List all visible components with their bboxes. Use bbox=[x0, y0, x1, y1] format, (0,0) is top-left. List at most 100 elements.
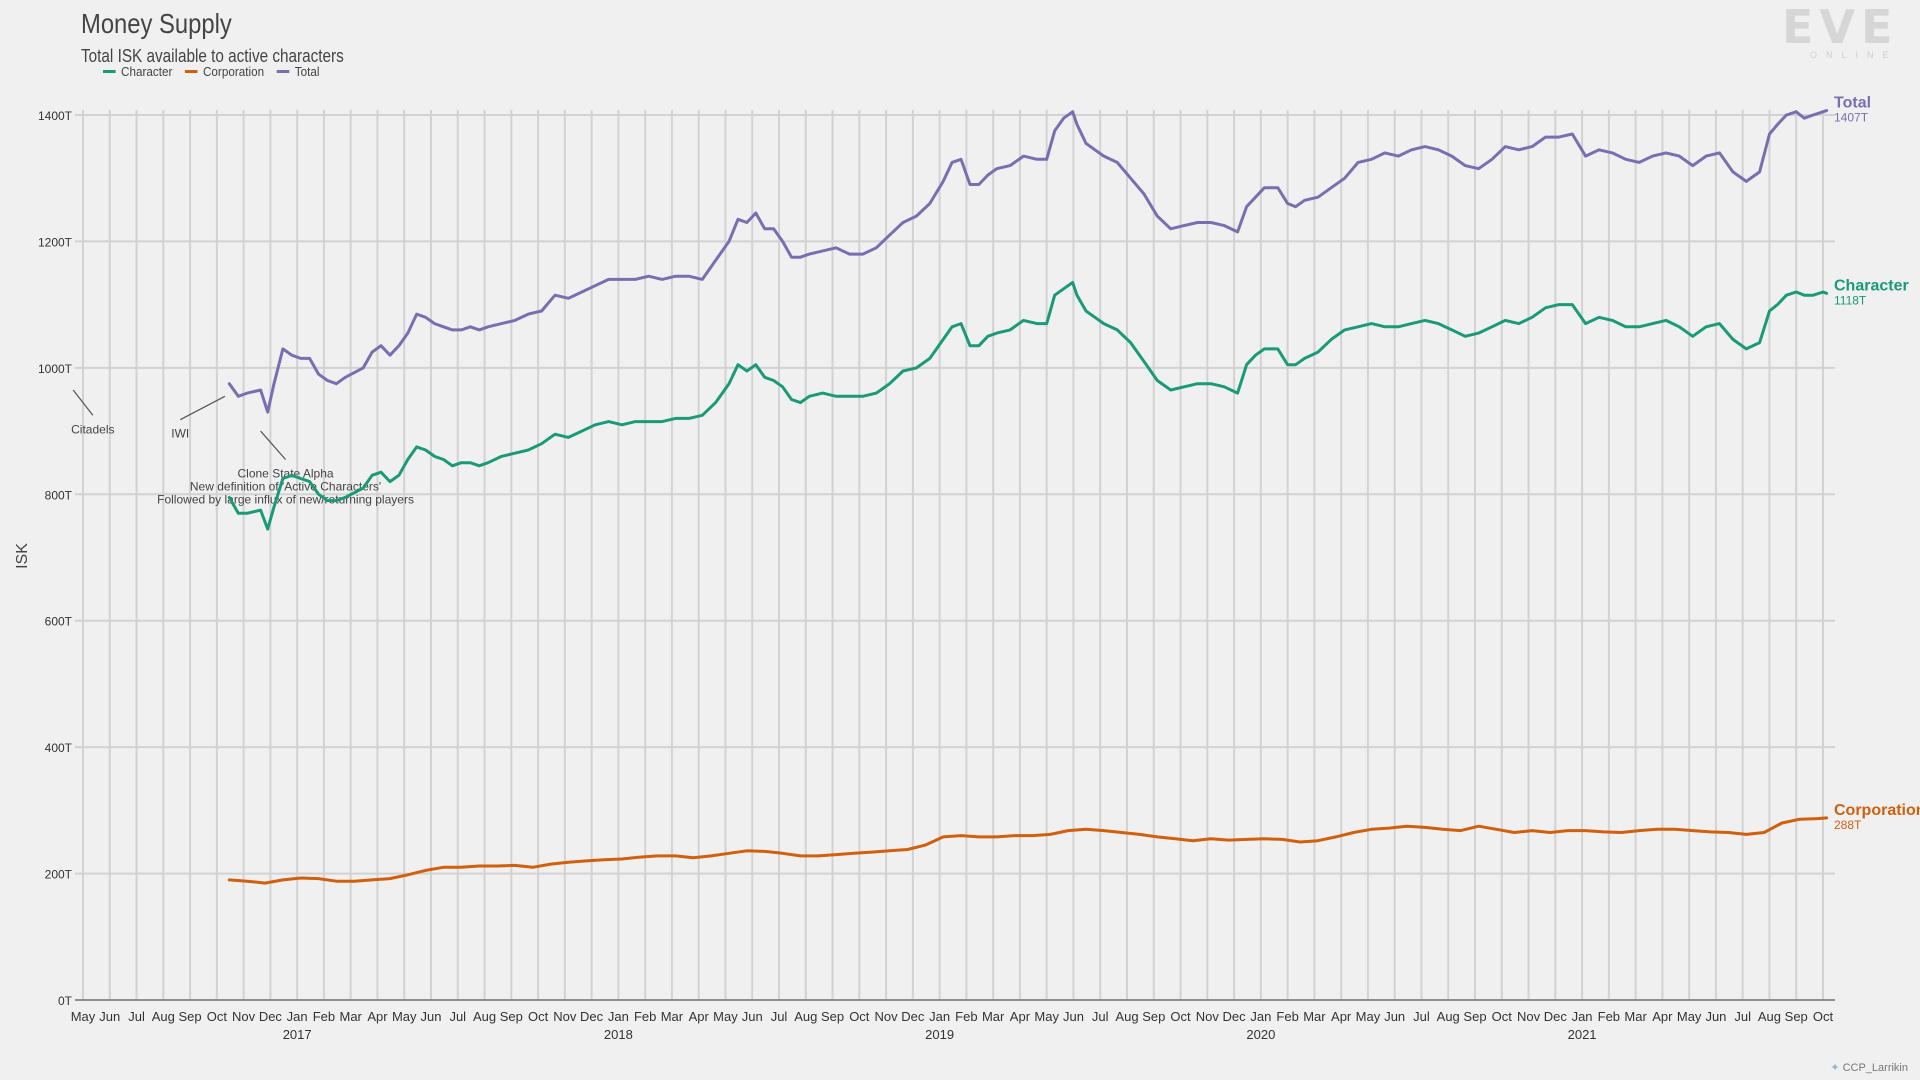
x-year-label: 2020 bbox=[1246, 1027, 1275, 1042]
x-tick-label: Aug bbox=[1437, 1009, 1460, 1024]
logo-eve-text: EVE bbox=[1782, 0, 1899, 54]
x-tick-label: Jun bbox=[421, 1009, 442, 1024]
x-tick-label: Apr bbox=[1010, 1009, 1031, 1024]
x-tick-label: Oct bbox=[1492, 1009, 1513, 1024]
x-tick-label: Jan bbox=[1572, 1009, 1593, 1024]
x-tick-label: Mar bbox=[982, 1009, 1005, 1024]
x-tick-label: May bbox=[392, 1009, 417, 1024]
series-lines bbox=[227, 109, 1829, 885]
x-tick-label: Nov bbox=[232, 1009, 256, 1024]
x-tick-label: Jul bbox=[128, 1009, 145, 1024]
chart-title: Money Supply bbox=[81, 8, 232, 39]
x-tick-label: Apr bbox=[689, 1009, 710, 1024]
x-tick-label: Apr bbox=[1652, 1009, 1673, 1024]
author-credit: ✦ CCP_Larrikin bbox=[1830, 1061, 1908, 1074]
legend-swatch-corporation bbox=[184, 70, 198, 73]
x-tick-label: Jan bbox=[929, 1009, 950, 1024]
x-tick-label: Oct bbox=[1170, 1009, 1191, 1024]
x-tick-label: Jun bbox=[99, 1009, 120, 1024]
x-tick-label: Sep bbox=[500, 1009, 523, 1024]
x-tick-label: Jun bbox=[1384, 1009, 1405, 1024]
x-tick-label: Nov bbox=[1196, 1009, 1220, 1024]
y-tick-label: 400T bbox=[45, 741, 73, 755]
end-label-value-total: 1407T bbox=[1834, 111, 1869, 125]
y-tick-label: 200T bbox=[45, 868, 73, 882]
x-tick-label: Jun bbox=[1705, 1009, 1726, 1024]
x-tick-label: Dec bbox=[1223, 1009, 1247, 1024]
x-tick-label: Sep bbox=[1785, 1009, 1808, 1024]
annotation-leader-line bbox=[179, 395, 226, 421]
legend: Character Corporation Total bbox=[103, 64, 319, 79]
x-tick-label: Mar bbox=[339, 1009, 362, 1024]
x-tick-label: Feb bbox=[634, 1009, 656, 1024]
x-tick-label: Jan bbox=[608, 1009, 629, 1024]
grid-lines bbox=[75, 110, 1835, 1001]
x-tick-label: Apr bbox=[367, 1009, 388, 1024]
annotation-leader-line bbox=[260, 430, 287, 460]
y-tick-label: 800T bbox=[45, 488, 73, 502]
x-tick-label: Jul bbox=[1413, 1009, 1430, 1024]
legend-swatch-total bbox=[276, 70, 290, 73]
end-label-name-character: Character bbox=[1834, 277, 1909, 294]
x-tick-label: Oct bbox=[849, 1009, 870, 1024]
chart-subtitle: Total ISK available to active characters bbox=[81, 46, 344, 66]
x-tick-label: Aug bbox=[152, 1009, 175, 1024]
x-tick-label: May bbox=[1677, 1009, 1702, 1024]
annotation-text: Citadels bbox=[71, 422, 114, 436]
legend-item-corporation: Corporation bbox=[184, 64, 265, 79]
end-label-name-total: Total bbox=[1834, 95, 1871, 112]
x-tick-label: May bbox=[71, 1009, 96, 1024]
series-line-corporation bbox=[227, 816, 1829, 885]
x-tick-label: Mar bbox=[1303, 1009, 1326, 1024]
x-tick-label: Aug bbox=[794, 1009, 817, 1024]
x-tick-label: Mar bbox=[1624, 1009, 1647, 1024]
end-label-value-corporation: 288T bbox=[1834, 818, 1862, 832]
annotation-leader-line bbox=[72, 389, 94, 416]
twitter-bird-icon: ✦ bbox=[1830, 1062, 1840, 1074]
legend-label-corporation: Corporation bbox=[202, 64, 265, 79]
x-year-label: 2017 bbox=[283, 1027, 312, 1042]
x-year-label: 2019 bbox=[925, 1027, 954, 1042]
legend-swatch-character bbox=[103, 70, 116, 73]
credit-handle: CCP_Larrikin bbox=[1842, 1062, 1908, 1074]
x-tick-label: Sep bbox=[1463, 1009, 1486, 1024]
x-tick-label: Jul bbox=[771, 1009, 788, 1024]
eve-online-logo: EVE ONLINE bbox=[1782, 4, 1916, 60]
x-tick-label: May bbox=[713, 1009, 738, 1024]
x-tick-label: Feb bbox=[955, 1009, 977, 1024]
annotation-text: New definition of 'Active Characters' bbox=[190, 480, 381, 494]
series-line-total bbox=[227, 109, 1829, 414]
annotation-text: Followed by large influx of new/returnin… bbox=[157, 493, 414, 507]
x-tick-label: Nov bbox=[1517, 1009, 1541, 1024]
x-tick-label: Aug bbox=[473, 1009, 496, 1024]
legend-item-total: Total bbox=[276, 64, 320, 79]
y-tick-label: 600T bbox=[45, 615, 73, 629]
x-tick-label: Oct bbox=[1813, 1009, 1834, 1024]
x-tick-label: Feb bbox=[1276, 1009, 1298, 1024]
y-tick-label: 1400T bbox=[38, 109, 73, 123]
x-tick-label: Sep bbox=[821, 1009, 844, 1024]
x-tick-label: Aug bbox=[1758, 1009, 1781, 1024]
x-tick-label: Dec bbox=[901, 1009, 925, 1024]
x-tick-label: Jun bbox=[742, 1009, 763, 1024]
x-tick-label: Jul bbox=[1734, 1009, 1751, 1024]
x-tick-label: Dec bbox=[259, 1009, 283, 1024]
annotation-text: IWI bbox=[171, 427, 189, 441]
x-tick-label: Jun bbox=[1063, 1009, 1084, 1024]
legend-label-total: Total bbox=[294, 64, 320, 79]
x-tick-label: Aug bbox=[1115, 1009, 1138, 1024]
legend-item-character: Character bbox=[103, 64, 172, 79]
x-year-label: 2018 bbox=[604, 1027, 633, 1042]
y-tick-label: 1000T bbox=[38, 362, 73, 376]
x-tick-label: Jul bbox=[449, 1009, 466, 1024]
end-label-value-character: 1118T bbox=[1834, 293, 1867, 307]
x-tick-label: Dec bbox=[580, 1009, 604, 1024]
x-tick-label: Jan bbox=[287, 1009, 308, 1024]
y-axis-label: ISK bbox=[14, 543, 31, 569]
logo-online-text: ONLINE bbox=[1810, 50, 1898, 60]
x-tick-label: Apr bbox=[1331, 1009, 1352, 1024]
y-tick-label: 0T bbox=[58, 994, 73, 1008]
x-tick-label: Sep bbox=[179, 1009, 202, 1024]
